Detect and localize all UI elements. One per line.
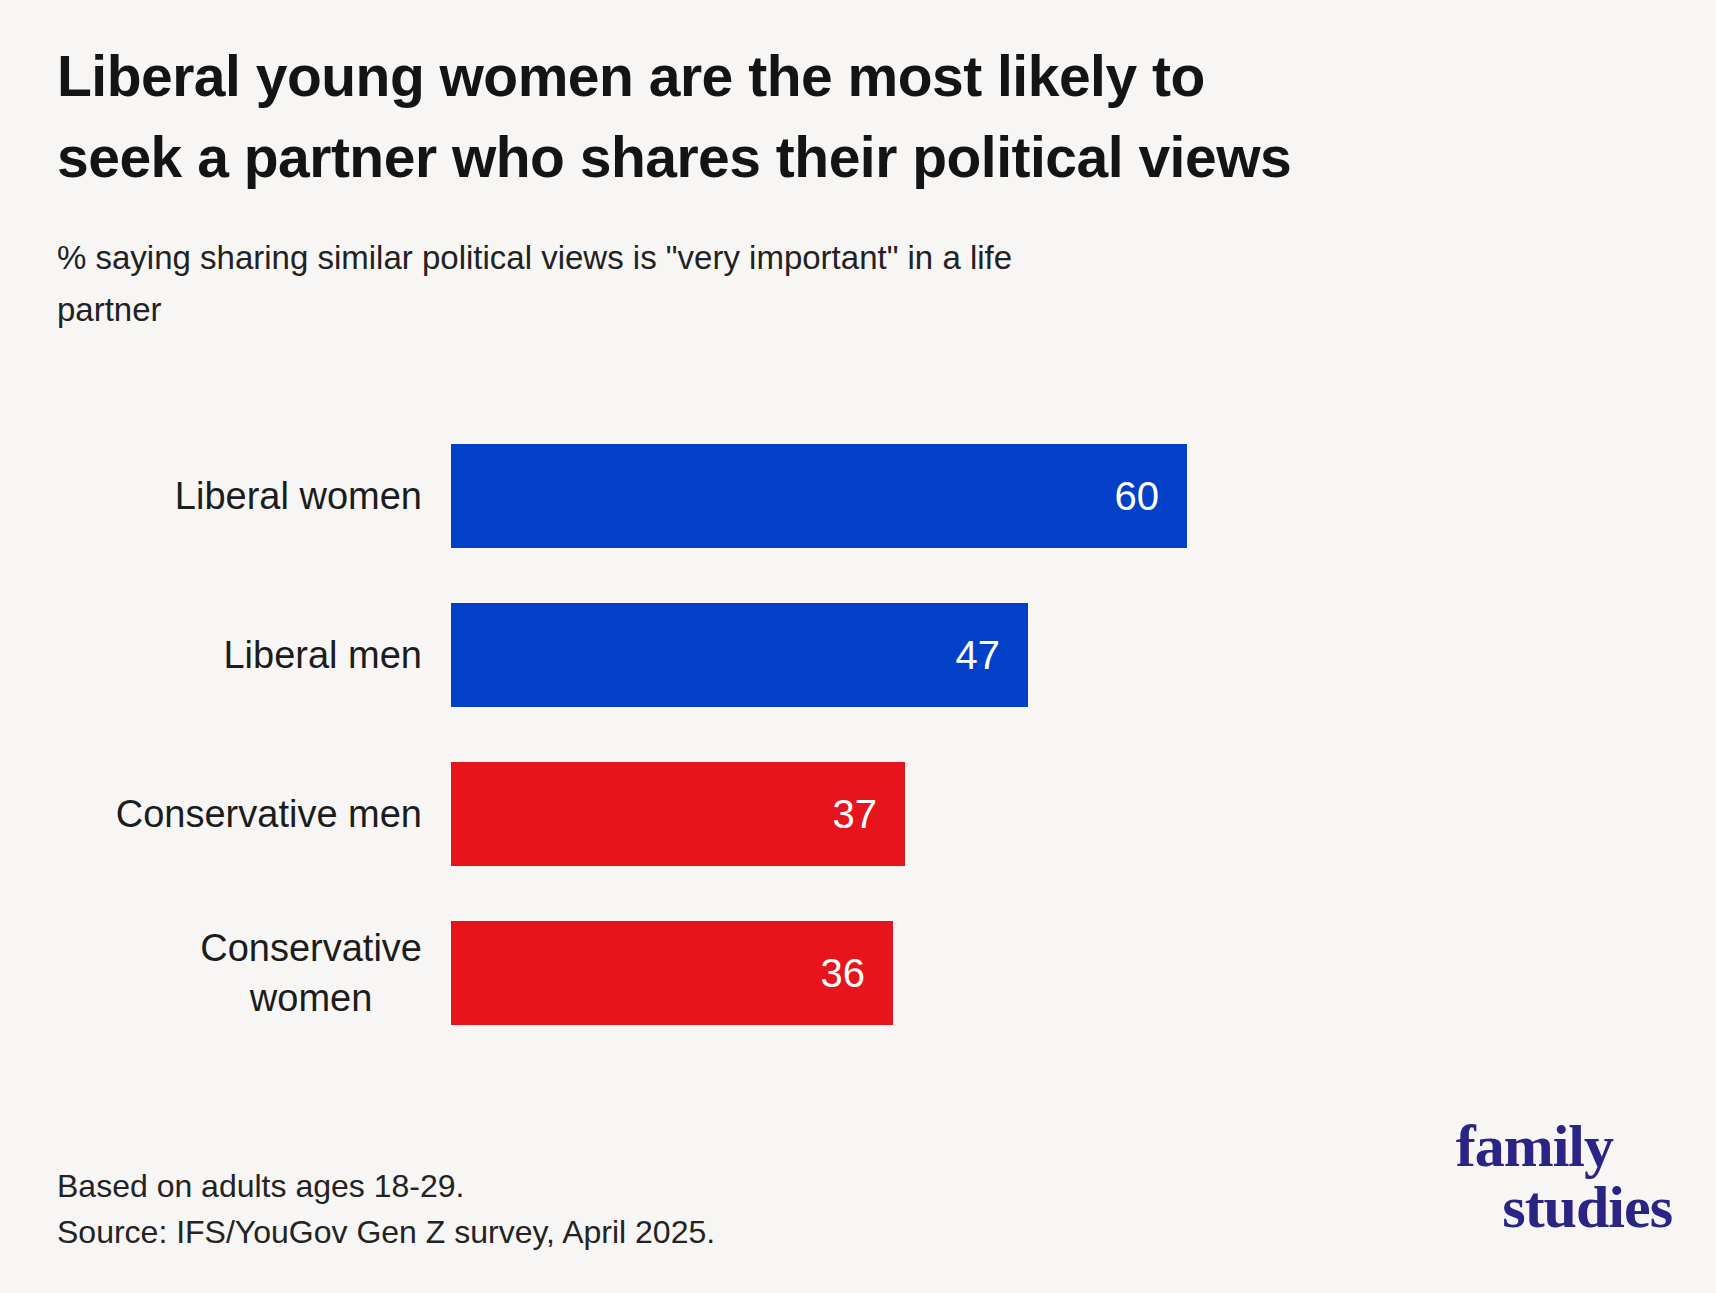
bar: 47: [451, 603, 1028, 707]
chart-title-line1: Liberal young women are the most likely …: [57, 36, 1291, 117]
category-label: Conservativewomen: [200, 923, 422, 1023]
family-studies-logo: family studies: [1456, 1116, 1672, 1238]
chart-subtitle-line1: % saying sharing similar political views…: [57, 232, 1012, 284]
chart-title-line2: seek a partner who shares their politica…: [57, 117, 1291, 198]
category-label: Liberal men: [223, 630, 422, 680]
bar-chart: Liberal women 60 Liberal men 47 Conservative…: [56, 444, 1187, 1080]
bar-row: Liberal men 47: [56, 603, 1187, 707]
logo-word-studies: studies: [1456, 1177, 1672, 1238]
bar-row: Conservative men 37: [56, 762, 1187, 866]
bar-value-label: 36: [821, 951, 866, 996]
category-label-cell: Conservative men: [56, 789, 451, 839]
category-label-cell: Conservativewomen: [56, 923, 451, 1023]
category-label: Liberal women: [175, 471, 422, 521]
notes-source-line: Source: IFS/YouGov Gen Z survey, April 2…: [57, 1209, 715, 1255]
bar-row: Conservativewomen 36: [56, 921, 1187, 1025]
chart-notes: Based on adults ages 18-29. Source: IFS/…: [57, 1163, 715, 1256]
bar: 60: [451, 444, 1187, 548]
chart-subtitle-line2: partner: [57, 284, 1012, 336]
bar-value-label: 37: [833, 792, 878, 837]
bar-value-label: 60: [1115, 474, 1160, 519]
notes-base-line: Based on adults ages 18-29.: [57, 1163, 715, 1209]
bar-row: Liberal women 60: [56, 444, 1187, 548]
bar-value-label: 47: [956, 633, 1001, 678]
category-label-cell: Liberal men: [56, 630, 451, 680]
category-label-cell: Liberal women: [56, 471, 451, 521]
category-label: Conservative men: [116, 789, 422, 839]
chart-subtitle: % saying sharing similar political views…: [57, 232, 1012, 336]
bar: 37: [451, 762, 905, 866]
chart-title: Liberal young women are the most likely …: [57, 36, 1291, 198]
logo-word-family: family: [1456, 1116, 1613, 1177]
bar: 36: [451, 921, 893, 1025]
